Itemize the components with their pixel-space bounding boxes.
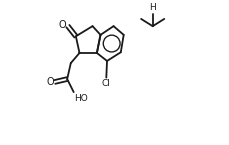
Text: HO: HO xyxy=(74,94,88,103)
Text: O: O xyxy=(46,77,53,87)
Text: O: O xyxy=(58,20,65,30)
Text: H: H xyxy=(149,3,155,12)
Text: Cl: Cl xyxy=(101,79,110,88)
